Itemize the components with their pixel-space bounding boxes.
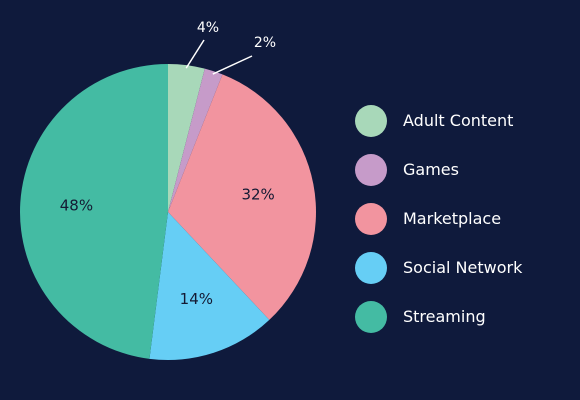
legend-swatch-games bbox=[355, 153, 387, 186]
legend-label-streaming: Streaming bbox=[403, 307, 486, 326]
legend-swatch-social-network bbox=[355, 251, 387, 284]
legend-item-social-network[interactable]: Social Network bbox=[355, 243, 575, 292]
legend-label-adult-content: Adult Content bbox=[403, 111, 514, 130]
legend-label-games: Games bbox=[403, 160, 459, 179]
legend-swatch-adult-content bbox=[355, 104, 387, 137]
legend-swatch-marketplace bbox=[355, 202, 387, 235]
pie-leader-line-games bbox=[212, 55, 253, 75]
legend-item-streaming[interactable]: Streaming bbox=[355, 292, 575, 341]
legend-label-marketplace: Marketplace bbox=[403, 209, 502, 228]
pie-label-marketplace: 32% bbox=[241, 185, 274, 203]
pie-label-streaming: 48% bbox=[60, 197, 93, 215]
legend-swatch-streaming bbox=[355, 300, 387, 333]
pie-leader-line-adult-content bbox=[185, 39, 205, 69]
legend-item-marketplace[interactable]: Marketplace bbox=[355, 194, 575, 243]
pie-slice-marketplace[interactable] bbox=[168, 74, 316, 320]
pie-slice-games[interactable] bbox=[168, 68, 223, 212]
pie-label-adult-content: 4% bbox=[197, 20, 219, 36]
pie-slice-streaming[interactable] bbox=[19, 64, 169, 359]
legend-label-social-network: Social Network bbox=[403, 258, 523, 277]
legend-item-games[interactable]: Games bbox=[355, 145, 575, 194]
pie-slice-social-network[interactable] bbox=[149, 212, 270, 360]
legend: Adult Content Games Marketplace Social N… bbox=[355, 96, 575, 341]
pie-slice-adult-content[interactable] bbox=[168, 64, 205, 212]
pie-label-social-network: 14% bbox=[180, 290, 213, 308]
pie-label-games: 2% bbox=[254, 35, 276, 51]
legend-item-adult-content[interactable]: Adult Content bbox=[355, 96, 575, 145]
